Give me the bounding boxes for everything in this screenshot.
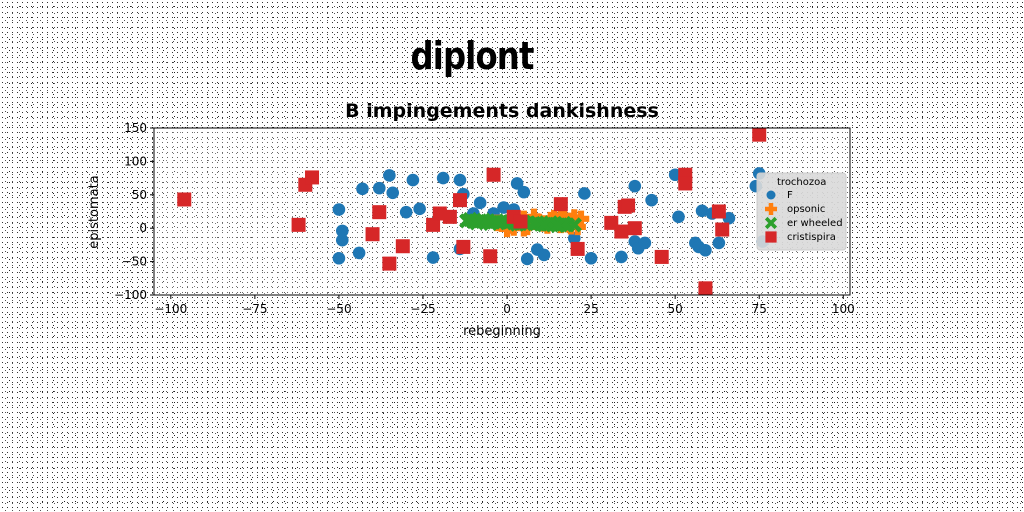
data-point (537, 248, 551, 262)
data-point (442, 209, 457, 224)
plot-frame (153, 127, 851, 296)
legend-label: cristispira (787, 232, 836, 243)
data-point (436, 171, 450, 185)
figure-suptitle: diplont (410, 34, 534, 78)
data-point (615, 250, 628, 264)
data-point (452, 193, 467, 208)
y-tick-label: 100 (124, 154, 147, 168)
data-point (372, 205, 387, 220)
data-point (584, 251, 598, 265)
data-point (426, 217, 441, 232)
data-point (654, 249, 669, 264)
data-point (386, 186, 400, 200)
legend-box (756, 172, 847, 251)
data-point (486, 167, 501, 182)
data-point (335, 224, 349, 238)
x-axis: −100 −75 −50 −25 0 25 50 75 100 (154, 295, 855, 316)
data-point (332, 203, 346, 216)
data-point (638, 236, 652, 250)
data-point (553, 197, 568, 212)
y-axis: −100 −50 0 50 100 150 (114, 121, 154, 302)
data-point (469, 215, 485, 231)
chart-title: B impingements dankishness (345, 100, 659, 122)
x-tick-label: 50 (668, 302, 683, 316)
data-point (645, 193, 658, 207)
data-point (383, 169, 396, 182)
y-tick-label: −50 (122, 255, 147, 269)
legend-marker (766, 190, 776, 200)
data-point (395, 239, 410, 254)
x-tick-label: 75 (752, 302, 767, 316)
x-tick-label: 25 (583, 302, 598, 316)
legend-marker (765, 231, 777, 243)
data-point (536, 217, 552, 233)
data-point (672, 210, 685, 224)
x-axis-label: rebeginning (463, 324, 541, 339)
data-point (473, 196, 487, 210)
y-tick-label: 0 (139, 221, 147, 235)
series-cristispira (177, 127, 767, 296)
data-point (513, 214, 528, 229)
data-point (711, 204, 726, 219)
legend-title: trochozoa (777, 177, 826, 188)
data-point (621, 198, 636, 213)
data-point (365, 227, 380, 242)
data-point (510, 177, 524, 190)
data-point (352, 246, 366, 260)
data-point (482, 215, 498, 232)
data-point (572, 210, 590, 228)
data-point (715, 222, 730, 237)
data-point (453, 173, 467, 187)
x-tick-label: −50 (326, 302, 351, 316)
y-tick-label: 150 (124, 121, 147, 135)
data-point (372, 181, 386, 195)
data-point (752, 127, 767, 142)
data-point (483, 249, 498, 264)
data-point (399, 205, 413, 219)
legend-marker (765, 203, 777, 215)
x-tick-label: 100 (832, 302, 855, 316)
data-point (305, 170, 320, 185)
x-tick-label: −75 (242, 302, 267, 316)
data-point (177, 192, 192, 207)
y-tick-label: −100 (114, 288, 147, 302)
data-point (520, 252, 534, 266)
data-point (549, 217, 566, 234)
y-tick-label: 50 (132, 188, 147, 202)
data-point (456, 239, 471, 254)
legend-label: F (787, 190, 793, 201)
legend-label: er wheeled (787, 218, 843, 229)
data-point (627, 221, 642, 236)
data-point (678, 176, 693, 191)
data-point (332, 251, 346, 265)
data-point (406, 173, 420, 187)
y-axis-label: epistomata (87, 175, 102, 248)
data-point (699, 243, 712, 257)
data-point (291, 217, 306, 232)
legend-marker (764, 216, 778, 230)
x-tick-label: −25 (410, 302, 435, 316)
data-point (356, 182, 369, 196)
data-point (413, 202, 426, 216)
data-point (382, 256, 397, 271)
x-tick-label: 0 (503, 302, 511, 316)
data-point (517, 185, 531, 199)
data-point (698, 281, 713, 296)
data-point (628, 179, 642, 193)
data-point (426, 251, 440, 264)
data-point (614, 224, 629, 239)
data-point (712, 236, 726, 250)
x-tick-label: −100 (154, 302, 187, 316)
data-point (578, 187, 591, 200)
data-point (570, 241, 585, 256)
data-point (335, 233, 349, 247)
legend-label: opsonic (787, 204, 825, 215)
data-point (695, 204, 709, 218)
data-points (177, 127, 769, 296)
data-point (552, 207, 570, 225)
